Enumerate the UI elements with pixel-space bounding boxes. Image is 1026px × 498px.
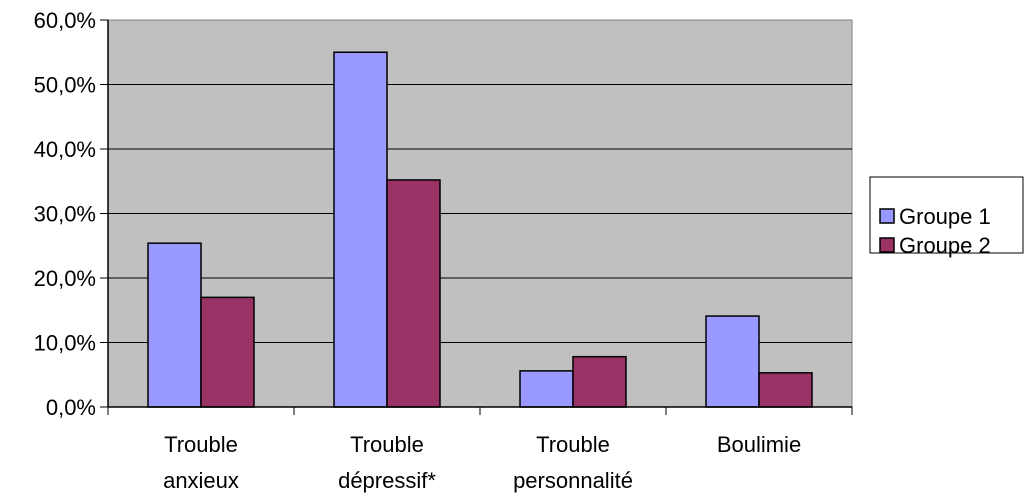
x-category-label: Trouble: [350, 432, 424, 457]
y-tick-label: 50,0%: [34, 73, 96, 98]
y-tick-label: 60,0%: [34, 8, 96, 33]
x-category-label: Boulimie: [717, 432, 801, 457]
y-axis-ticks: 0,0% 10,0% 20,0% 30,0% 40,0% 50,0% 60,0%: [34, 8, 96, 420]
bar-groupe-2-2: [572, 355, 627, 408]
x-category-label: dépressif*: [338, 468, 436, 493]
legend-swatch-groupe-2: [879, 237, 895, 253]
bar-groupe-2-0: [200, 296, 255, 408]
legend-box: [869, 176, 1024, 254]
legend: Groupe 1 Groupe 2: [869, 176, 1024, 258]
legend-swatch-groupe-1: [879, 208, 895, 224]
y-tick-label: 30,0%: [34, 202, 96, 227]
bar-groupe-1-0: [147, 242, 202, 408]
x-category-label: Trouble: [536, 432, 610, 457]
x-category-label: anxieux: [163, 468, 239, 493]
y-tick-label: 10,0%: [34, 331, 96, 356]
y-tick-label: 0,0%: [46, 395, 96, 420]
x-category-label: Trouble: [164, 432, 238, 457]
x-category-label: personnalité: [513, 468, 633, 493]
legend-label-groupe-2: Groupe 2: [899, 233, 991, 258]
y-tick-label: 20,0%: [34, 266, 96, 291]
axes: [100, 19, 853, 415]
bar-groupe-1-2: [519, 370, 574, 408]
x-axis-labels: Trouble anxieux Trouble dépressif* Trouble pe…: [163, 432, 801, 493]
y-tick-label: 40,0%: [34, 137, 96, 162]
legend-label-groupe-1: Groupe 1: [899, 204, 991, 229]
bar-groupe-2-3: [758, 372, 813, 408]
bars: [147, 51, 813, 408]
bar-groupe-1-1: [333, 51, 388, 408]
bar-groupe-2-1: [386, 179, 441, 408]
bar-groupe-1-3: [705, 315, 760, 408]
